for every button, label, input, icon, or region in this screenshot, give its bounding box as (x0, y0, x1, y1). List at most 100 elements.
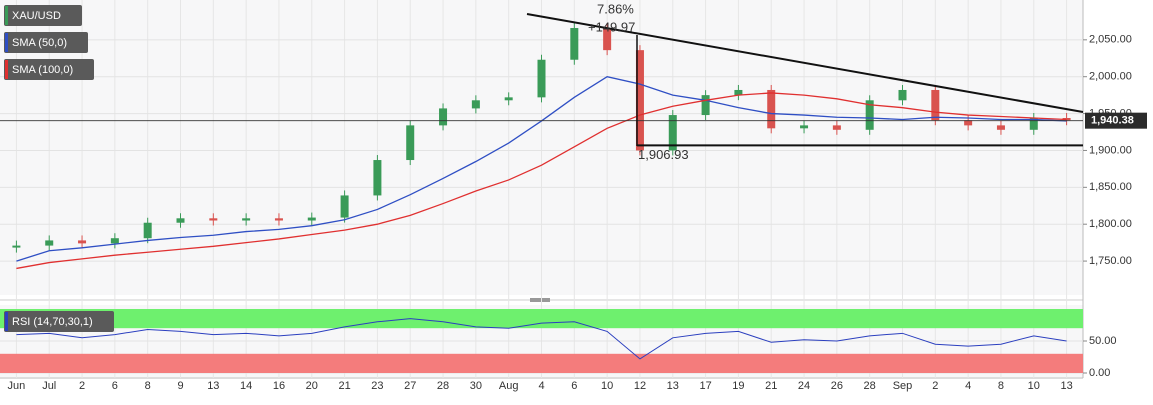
candle-body (274, 218, 283, 221)
x-tick-label: 6 (571, 380, 577, 392)
x-tick-label: 30 (470, 380, 482, 392)
legend-label: SMA (100,0) (12, 64, 73, 76)
candle-body (176, 218, 185, 223)
x-tick-label: Jun (8, 380, 26, 392)
last-price-label: 1,940.38 (1091, 115, 1134, 127)
x-tick-label: 20 (306, 380, 318, 392)
legend-box (4, 311, 114, 332)
legend-item[interactable]: RSI (14,70,30,1) (4, 311, 114, 332)
x-tick-label: 16 (273, 380, 285, 392)
x-tick-label: 17 (699, 380, 711, 392)
candle-body (307, 217, 316, 221)
candle-body (78, 240, 87, 244)
x-tick-label: Jul (42, 380, 56, 392)
x-tick-label: Sep (893, 380, 913, 392)
candle-body (373, 160, 382, 196)
legend-swatch (5, 60, 8, 79)
legend-swatch (5, 33, 8, 52)
x-tick-label: 8 (998, 380, 1004, 392)
candle-body (964, 120, 973, 126)
y-tick-label: 2,000.00 (1089, 71, 1132, 83)
support-label: 1,906.93 (638, 147, 689, 162)
candle-body (701, 95, 710, 116)
candle-body (635, 50, 644, 151)
x-tick-label: Aug (499, 380, 519, 392)
x-tick-label: 21 (765, 380, 777, 392)
x-tick-label: 19 (732, 380, 744, 392)
candle-body (110, 238, 119, 244)
legend-item[interactable]: SMA (100,0) (4, 59, 94, 80)
x-tick-label: 2 (932, 380, 938, 392)
y-tick-label: 50.00 (1089, 335, 1117, 347)
x-tick-label: 10 (1028, 380, 1040, 392)
x-tick-label: 13 (667, 380, 679, 392)
resistance-trendline (526, 13, 1084, 113)
x-tick-label: 4 (965, 380, 971, 392)
candle-body (570, 28, 579, 60)
candle-body (800, 125, 809, 129)
last-price-badge (1085, 112, 1147, 129)
legend-box (4, 5, 82, 26)
candle-body (209, 218, 218, 221)
legend-label: XAU/USD (12, 10, 61, 22)
candle-body (340, 195, 349, 218)
candle-body (471, 100, 480, 109)
oversold-zone (0, 353, 1083, 373)
x-tick-label: 8 (145, 380, 151, 392)
y-tick-label: 1,900.00 (1089, 144, 1132, 156)
y-tick-label: 2,050.00 (1089, 34, 1132, 46)
y-tick-label: 1,800.00 (1089, 218, 1132, 230)
legend-item[interactable]: SMA (50,0) (4, 32, 88, 53)
x-tick-label: 6 (112, 380, 118, 392)
x-tick-label: 4 (538, 380, 544, 392)
x-tick-label: 13 (207, 380, 219, 392)
legend-box (4, 32, 88, 53)
candle-body (996, 125, 1005, 130)
divider-handle[interactable] (530, 298, 550, 302)
y-tick-label: 1,850.00 (1089, 181, 1132, 193)
overbought-zone (0, 309, 1083, 329)
x-tick-label: 2 (79, 380, 85, 392)
x-tick-label: 9 (177, 380, 183, 392)
candle-body (931, 89, 940, 121)
candle-body (504, 97, 513, 101)
x-tick-label: 10 (601, 380, 613, 392)
candle-body (439, 108, 448, 126)
candle-body (537, 59, 546, 98)
y-tick-label: 0.00 (1089, 367, 1110, 379)
candle-body (734, 89, 743, 96)
rsi-line (16, 318, 1067, 360)
candle-body (832, 125, 841, 130)
x-tick-label: 28 (864, 380, 876, 392)
x-tick-label: 21 (338, 380, 350, 392)
candle-body (1029, 118, 1038, 130)
x-tick-label: 24 (798, 380, 810, 392)
legend-box (4, 59, 94, 80)
x-tick-label: 12 (634, 380, 646, 392)
x-tick-label: 28 (437, 380, 449, 392)
candle-body (668, 115, 677, 151)
candle-body (143, 222, 152, 239)
legend-label: SMA (50,0) (12, 37, 67, 49)
candle-body (767, 89, 776, 129)
x-tick-label: 26 (831, 380, 843, 392)
candle-body (45, 240, 54, 246)
legend-label: RSI (14,70,30,1) (12, 316, 93, 328)
legend-swatch (5, 312, 8, 331)
legend-swatch (5, 6, 8, 25)
candle-body (12, 245, 21, 248)
x-tick-label: 14 (240, 380, 252, 392)
y-tick-label: 1,750.00 (1089, 255, 1132, 267)
measure-percent: 7.86% (597, 1, 634, 16)
x-tick-label: 13 (1060, 380, 1072, 392)
sma-line (16, 92, 1067, 270)
x-tick-label: 27 (404, 380, 416, 392)
measure-change: +149.97 (588, 19, 635, 34)
candle-body (865, 100, 874, 130)
legend-item[interactable]: XAU/USD (4, 5, 82, 26)
candle-body (898, 89, 907, 101)
x-tick-label: 23 (371, 380, 383, 392)
candle-body (242, 218, 251, 221)
candle-body (406, 125, 415, 161)
